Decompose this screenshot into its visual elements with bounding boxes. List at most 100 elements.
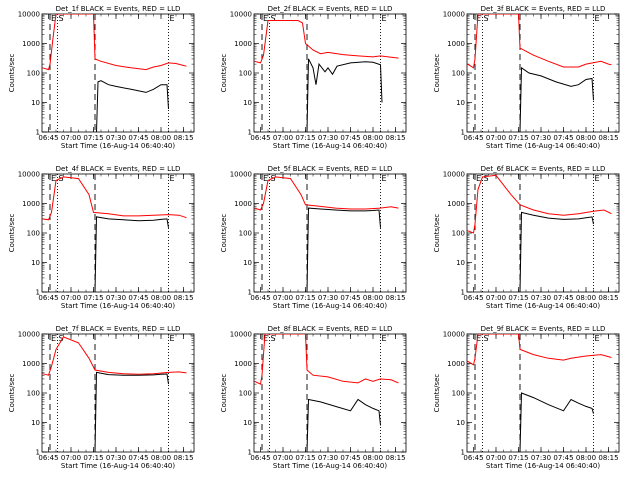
- event-marker-label: E: [476, 14, 481, 23]
- x-tick-label: 06:45: [463, 454, 483, 462]
- x-tick-label: 07:15: [295, 454, 315, 462]
- x-tick-label: 08:15: [385, 134, 405, 142]
- series-line-events: [94, 371, 169, 452]
- chart-title: Det_1f BLACK = Events, RED = LLD: [56, 5, 181, 13]
- event-marker-label: E: [51, 334, 56, 343]
- y-tick-label: 1000: [447, 40, 465, 48]
- series-line-lld: [42, 336, 187, 376]
- event-marker-label: S: [484, 14, 489, 23]
- series-line-lld: [254, 334, 399, 385]
- y-tick-label: 100: [452, 230, 465, 238]
- x-tick-label: 08:15: [173, 454, 193, 462]
- y-tick-label: 10000: [18, 11, 40, 19]
- series-line-lld: [254, 176, 399, 211]
- chart-panel-6: Det_6f BLACK = Events, RED = LLD 1 10 100 10…: [433, 165, 620, 310]
- x-tick-label: 07:45: [128, 134, 148, 142]
- y-tick-label: 10: [31, 99, 40, 107]
- y-tick-label: 1000: [22, 360, 40, 368]
- event-marker-label: E: [382, 174, 387, 183]
- chart-title: Det_4f BLACK = Events, RED = LLD: [56, 165, 181, 173]
- x-tick-label: 08:00: [576, 134, 596, 142]
- y-tick-label: 1: [36, 449, 40, 457]
- event-marker-label: S: [484, 174, 489, 183]
- y-tick-label: 100: [239, 390, 252, 398]
- y-tick-label: 1: [248, 289, 252, 297]
- x-tick-label: 07:00: [486, 454, 506, 462]
- x-tick-label: 08:00: [363, 294, 383, 302]
- y-tick-label: 1000: [22, 200, 40, 208]
- y-tick-label: 10: [456, 419, 465, 427]
- chart-title: Det_2f BLACK = Events, RED = LLD: [268, 5, 393, 13]
- y-tick-label: 100: [27, 70, 40, 78]
- event-marker-label: E: [476, 334, 481, 343]
- x-tick-label: 06:45: [38, 454, 58, 462]
- y-tick-label: 100: [239, 70, 252, 78]
- x-axis-label: Start Time (16-Aug-14 06:40:40): [273, 462, 387, 470]
- y-tick-label: 1: [248, 129, 252, 137]
- y-tick-label: 10000: [230, 171, 252, 179]
- x-tick-label: 07:45: [340, 294, 360, 302]
- chart-title: Det_6f BLACK = Events, RED = LLD: [481, 165, 606, 173]
- series-line-lld: [254, 20, 399, 64]
- y-tick-label: 10000: [230, 331, 252, 339]
- x-tick-label: 07:15: [508, 454, 528, 462]
- x-tick-label: 06:45: [250, 134, 270, 142]
- x-tick-label: 08:00: [151, 134, 171, 142]
- event-marker-label: E: [170, 174, 175, 183]
- y-tick-label: 10000: [18, 331, 40, 339]
- series-line-lld: [42, 14, 187, 71]
- series-line-events: [94, 216, 169, 292]
- plot-frame: [41, 173, 195, 293]
- event-marker-label: S: [59, 14, 64, 23]
- y-tick-label: 1000: [234, 200, 252, 208]
- x-tick-label: 07:15: [295, 294, 315, 302]
- x-tick-label: 07:30: [531, 294, 551, 302]
- chart-panel-8: Det_8f BLACK = Events, RED = LLD 1 10 100 10…: [220, 325, 407, 470]
- event-marker-label: E: [595, 334, 600, 343]
- x-tick-label: 07:30: [106, 134, 126, 142]
- series-line-events: [519, 392, 594, 452]
- y-tick-label: 1000: [447, 200, 465, 208]
- x-tick-label: 07:30: [318, 294, 338, 302]
- y-tick-label: 1: [36, 289, 40, 297]
- y-axis-label: Counts/sec: [220, 54, 228, 93]
- event-marker-label: E: [476, 174, 481, 183]
- x-tick-label: 07:45: [128, 454, 148, 462]
- y-tick-label: 10000: [443, 171, 465, 179]
- plot-frame: [466, 173, 620, 293]
- event-marker-label: S: [271, 14, 276, 23]
- event-marker-label: E: [51, 14, 56, 23]
- event-marker-label: E: [170, 14, 175, 23]
- y-tick-label: 100: [452, 390, 465, 398]
- x-tick-label: 07:45: [128, 294, 148, 302]
- x-tick-label: 08:00: [151, 294, 171, 302]
- x-tick-label: 08:15: [598, 454, 618, 462]
- x-axis-label: Start Time (16-Aug-14 06:40:40): [273, 302, 387, 310]
- x-tick-label: 08:00: [363, 134, 383, 142]
- x-tick-label: 07:30: [531, 454, 551, 462]
- x-tick-label: 08:15: [598, 134, 618, 142]
- x-tick-label: 07:15: [508, 294, 528, 302]
- chart-panel-1: Det_1f BLACK = Events, RED = LLD 1 10 100 10…: [8, 5, 195, 150]
- y-tick-label: 10: [31, 259, 40, 267]
- y-tick-label: 1: [248, 449, 252, 457]
- series-line-events: [306, 398, 381, 452]
- x-tick-label: 07:30: [318, 454, 338, 462]
- series-line-events: [96, 80, 169, 132]
- x-tick-label: 07:15: [83, 294, 103, 302]
- x-tick-label: 07:15: [295, 134, 315, 142]
- plot-frame: [466, 13, 620, 133]
- x-tick-label: 08:00: [576, 294, 596, 302]
- y-tick-label: 1000: [447, 360, 465, 368]
- event-marker-label: S: [484, 334, 489, 343]
- y-tick-label: 1: [36, 129, 40, 137]
- chart-panel-2: Det_2f BLACK = Events, RED = LLD 1 10 100 10…: [220, 5, 407, 150]
- y-axis-label: Counts/sec: [433, 374, 441, 413]
- event-marker-label: E: [382, 14, 387, 23]
- x-axis-label: Start Time (16-Aug-14 06:40:40): [61, 302, 175, 310]
- y-axis-label: Counts/sec: [8, 374, 16, 413]
- y-axis-label: Counts/sec: [433, 54, 441, 93]
- y-tick-label: 1: [461, 129, 465, 137]
- series-line-lld: [467, 14, 612, 69]
- y-tick-label: 10: [456, 99, 465, 107]
